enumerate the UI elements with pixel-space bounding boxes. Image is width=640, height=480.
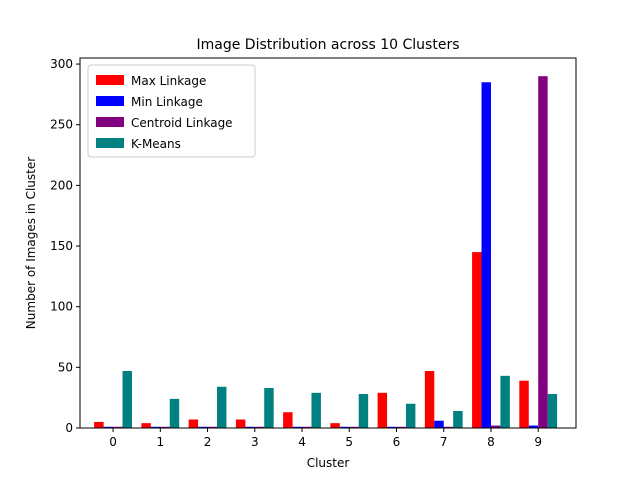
bar-min-linkage-cluster-0 <box>103 426 114 428</box>
x-tick-label: 2 <box>204 435 212 449</box>
bar-k-means-cluster-4 <box>311 392 321 428</box>
bar-max-linkage-cluster-7 <box>424 370 435 428</box>
legend-swatch <box>96 96 124 106</box>
bar-max-linkage-cluster-6 <box>377 392 388 428</box>
bar-centroid-linkage-cluster-0 <box>113 426 123 428</box>
bar-max-linkage-cluster-1 <box>141 423 151 428</box>
bar-centroid-linkage-cluster-8 <box>490 425 501 428</box>
bar-centroid-linkage-cluster-7 <box>443 426 454 428</box>
bar-min-linkage-cluster-1 <box>150 426 161 428</box>
legend-entry: Max Linkage <box>131 74 206 88</box>
bar-min-linkage-cluster-2 <box>198 426 208 428</box>
x-tick-label: 6 <box>393 435 401 449</box>
bar-centroid-linkage-cluster-9 <box>538 76 548 429</box>
bar-k-means-cluster-8 <box>500 375 510 428</box>
bar-centroid-linkage-cluster-4 <box>302 426 312 428</box>
x-axis: 0 1 2 3 4 5 6 7 8 9 <box>109 428 542 449</box>
bar-k-means-cluster-9 <box>547 394 558 428</box>
bar-max-linkage-cluster-0 <box>94 421 104 428</box>
bar-centroid-linkage-cluster-1 <box>160 426 170 428</box>
y-tick-label: 100 <box>50 300 73 314</box>
legend-swatch <box>96 138 124 148</box>
bar-k-means-cluster-7 <box>453 411 463 428</box>
legend-box <box>87 64 256 158</box>
bar-min-linkage-cluster-5 <box>339 426 350 428</box>
legend-swatch <box>96 75 124 85</box>
bar-min-linkage-cluster-7 <box>434 420 444 428</box>
bar-k-means-cluster-6 <box>405 403 416 428</box>
y-tick-label: 200 <box>50 178 73 192</box>
bar-k-means-cluster-2 <box>216 386 227 428</box>
chart-title: Image Distribution across 10 Clusters <box>197 37 460 53</box>
bar-k-means-cluster-0 <box>122 370 132 428</box>
y-tick-label: 50 <box>58 360 73 374</box>
legend-swatch <box>96 117 124 127</box>
y-axis-label: Number of Images in Cluster <box>24 157 38 329</box>
bar-centroid-linkage-cluster-3 <box>254 426 265 428</box>
x-tick-label: 0 <box>109 435 117 449</box>
bar-centroid-linkage-cluster-6 <box>396 426 406 428</box>
y-axis: 0 50 100 150 200 250 300 <box>50 57 80 435</box>
bar-min-linkage-cluster-9 <box>528 425 539 428</box>
y-tick-label: 300 <box>50 57 73 71</box>
x-tick-label: 7 <box>440 435 448 449</box>
y-tick-label: 150 <box>50 239 73 253</box>
bar-min-linkage-cluster-3 <box>245 426 255 428</box>
bar-max-linkage-cluster-4 <box>283 412 293 428</box>
legend-entry: K-Means <box>131 137 181 151</box>
x-tick-label: 8 <box>487 435 495 449</box>
legend-entry: Centroid Linkage <box>131 116 233 130</box>
legend: Max Linkage Min Linkage Centroid Linkage K-… <box>87 64 256 158</box>
plot-frame <box>79 57 577 429</box>
bar-max-linkage-cluster-9 <box>519 380 529 428</box>
x-tick-label: 1 <box>156 435 164 449</box>
bars-group <box>94 76 558 429</box>
bar-centroid-linkage-cluster-5 <box>349 426 359 428</box>
bar-min-linkage-cluster-4 <box>292 426 303 428</box>
bar-max-linkage-cluster-8 <box>472 252 482 428</box>
x-tick-label: 5 <box>345 435 353 449</box>
legend-entry: Min Linkage <box>131 95 203 109</box>
bar-max-linkage-cluster-2 <box>188 419 199 428</box>
bar-max-linkage-cluster-5 <box>330 423 340 428</box>
bar-k-means-cluster-5 <box>358 394 369 428</box>
bar-min-linkage-cluster-8 <box>481 82 491 428</box>
bar-k-means-cluster-3 <box>264 387 274 428</box>
x-tick-label: 4 <box>298 435 306 449</box>
x-tick-label: 9 <box>534 435 542 449</box>
bar-centroid-linkage-cluster-2 <box>207 426 217 428</box>
bar-k-means-cluster-1 <box>169 398 180 428</box>
x-tick-label: 3 <box>251 435 259 449</box>
bar-max-linkage-cluster-3 <box>235 419 246 428</box>
y-tick-label: 250 <box>50 118 73 132</box>
bar-min-linkage-cluster-6 <box>387 426 397 428</box>
x-axis-label: Cluster <box>307 456 350 470</box>
y-tick-label: 0 <box>65 421 73 435</box>
